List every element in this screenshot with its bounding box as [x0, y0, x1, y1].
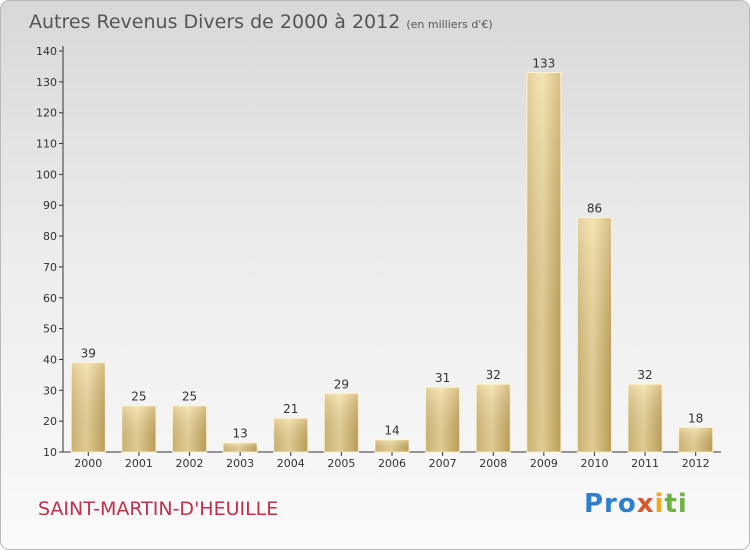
bar-shade [678, 427, 713, 452]
x-tick-label: 2012 [682, 457, 710, 470]
y-tick-label: 90 [43, 199, 57, 212]
bar-shade [223, 442, 258, 452]
y-tick-label: 50 [43, 323, 57, 336]
x-tick-label: 2003 [226, 457, 254, 470]
bar-shade [526, 72, 561, 452]
chart-title-text: Autres Revenus Divers de 2000 à 2012 [29, 11, 401, 33]
bar-value-label: 133 [532, 57, 555, 71]
x-tick-label: 2009 [530, 457, 558, 470]
logo-part-pro: Pro [584, 489, 637, 519]
x-tick-label: 2002 [176, 457, 204, 470]
bar-value-label: 29 [334, 377, 349, 391]
y-tick-label: 80 [43, 230, 57, 243]
bar-value-label: 31 [435, 371, 450, 385]
y-tick-label: 40 [43, 353, 57, 366]
bar-value-label: 13 [233, 427, 248, 441]
bar-value-label: 14 [384, 424, 399, 438]
x-tick-label: 2000 [74, 457, 102, 470]
x-tick-label: 2007 [429, 457, 457, 470]
x-tick-label: 2008 [479, 457, 507, 470]
bar-shade [172, 405, 207, 452]
bar-value-label: 39 [81, 347, 96, 361]
y-tick-label: 100 [36, 168, 57, 181]
x-tick-label: 2006 [378, 457, 406, 470]
place-name: SAINT-MARTIN-D'HEUILLE [38, 498, 279, 520]
logo-part-x: x [636, 489, 655, 519]
bar-value-label: 32 [637, 368, 652, 382]
y-tick-label: 70 [43, 261, 57, 274]
x-tick-label: 2011 [631, 457, 659, 470]
bar-value-label: 18 [688, 411, 703, 425]
y-tick-label: 120 [36, 107, 57, 120]
bar-shade [324, 393, 359, 452]
y-tick-label: 130 [36, 76, 57, 89]
chart-title: Autres Revenus Divers de 2000 à 2012 (en … [29, 11, 493, 33]
bar-value-label: 25 [131, 390, 146, 404]
bar-shade [71, 362, 106, 452]
bar-shade [425, 387, 460, 452]
x-tick-label: 2010 [580, 457, 608, 470]
bar-value-label: 25 [182, 390, 197, 404]
bar-shade [273, 418, 308, 452]
bar-shade [628, 384, 663, 452]
bar-value-label: 32 [486, 368, 501, 382]
chart-title-unit: (en milliers d'€) [406, 18, 493, 31]
y-tick-label: 110 [36, 138, 57, 151]
y-tick-label: 20 [43, 415, 57, 428]
y-tick-label: 10 [43, 446, 57, 459]
y-tick-label: 140 [36, 45, 57, 58]
y-tick-label: 30 [43, 384, 57, 397]
logo-part-ti: ti [664, 489, 688, 519]
bar-value-label: 86 [587, 202, 602, 216]
x-tick-label: 2001 [125, 457, 153, 470]
y-tick-label: 60 [43, 292, 57, 305]
x-tick-label: 2004 [277, 457, 305, 470]
bar-shade [375, 439, 409, 452]
proxiti-logo: Proxiti [584, 489, 688, 519]
bar-shade [121, 405, 156, 452]
bar-shade [476, 384, 511, 452]
x-tick-label: 2005 [327, 457, 355, 470]
bar-shade [577, 217, 612, 452]
bar-value-label: 21 [283, 402, 298, 416]
logo-part-i: i [654, 489, 665, 519]
